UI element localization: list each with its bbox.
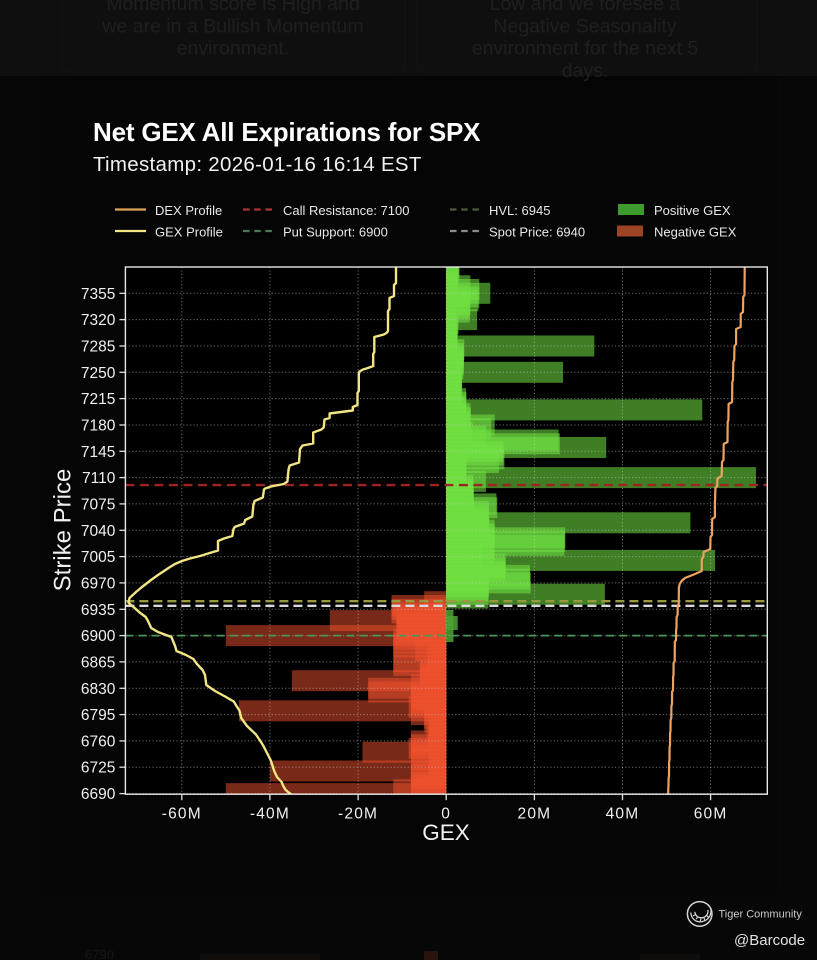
svg-text:DEX Profile: DEX Profile <box>155 203 222 218</box>
svg-text:-60M: -60M <box>162 806 202 823</box>
svg-text:Momentum score is High and: Momentum score is High and <box>106 0 360 15</box>
svg-text:Positive GEX: Positive GEX <box>654 203 731 218</box>
svg-text:7250: 7250 <box>81 365 116 382</box>
svg-text:6935: 6935 <box>81 602 115 619</box>
svg-text:7285: 7285 <box>81 339 115 356</box>
svg-text:Low and we foresee a: Low and we foresee a <box>490 0 681 15</box>
svg-text:GEX Profile: GEX Profile <box>155 225 223 240</box>
svg-text:days.: days. <box>562 60 609 82</box>
svg-text:7355: 7355 <box>81 286 115 303</box>
svg-text:40M: 40M <box>606 806 640 823</box>
svg-text:6970: 6970 <box>81 575 116 592</box>
svg-text:6830: 6830 <box>81 681 116 698</box>
svg-text:HVL: 6945: HVL: 6945 <box>489 203 550 218</box>
svg-text:6900: 6900 <box>81 628 116 645</box>
svg-text:Spot Price: 6940: Spot Price: 6940 <box>489 225 585 240</box>
svg-text:@Barcode: @Barcode <box>734 932 805 949</box>
svg-text:7110: 7110 <box>82 470 116 487</box>
svg-text:6790: 6790 <box>85 947 114 960</box>
svg-text:6760: 6760 <box>81 733 116 750</box>
svg-text:Timestamp: 2026-01-16 16:14 ES: Timestamp: 2026-01-16 16:14 EST <box>93 153 422 176</box>
svg-text:Negative GEX: Negative GEX <box>654 225 737 240</box>
svg-text:6795: 6795 <box>81 707 115 724</box>
svg-text:0: 0 <box>441 806 451 823</box>
svg-text:Negative Seasonality: Negative Seasonality <box>493 15 676 37</box>
svg-text:environment.: environment. <box>177 38 290 60</box>
svg-text:environment for the next 5: environment for the next 5 <box>472 38 699 60</box>
svg-text:Net GEX All Expirations for SP: Net GEX All Expirations for SPX <box>93 117 481 147</box>
svg-text:6725: 6725 <box>81 760 115 777</box>
svg-text:Call Resistance: 7100: Call Resistance: 7100 <box>283 203 409 218</box>
svg-text:-40M: -40M <box>250 806 290 823</box>
svg-text:7145: 7145 <box>81 444 115 461</box>
svg-text:Strike Price: Strike Price <box>49 469 76 592</box>
svg-text:7180: 7180 <box>81 418 116 435</box>
svg-text:we are in a Bullish Momentum: we are in a Bullish Momentum <box>101 15 363 37</box>
svg-text:7215: 7215 <box>81 391 115 408</box>
svg-text:GEX: GEX <box>422 820 470 845</box>
svg-text:20M: 20M <box>518 806 552 823</box>
svg-text:6690: 6690 <box>81 786 116 803</box>
svg-text:Tiger Community: Tiger Community <box>719 909 803 921</box>
svg-text:7075: 7075 <box>81 496 115 513</box>
svg-text:60M: 60M <box>694 806 728 823</box>
svg-text:7040: 7040 <box>81 523 116 540</box>
svg-text:7005: 7005 <box>81 549 115 566</box>
svg-text:-20M: -20M <box>338 806 378 823</box>
svg-text:Put Support: 6900: Put Support: 6900 <box>283 225 388 240</box>
svg-text:6865: 6865 <box>81 654 115 671</box>
svg-text:7320: 7320 <box>81 312 116 329</box>
